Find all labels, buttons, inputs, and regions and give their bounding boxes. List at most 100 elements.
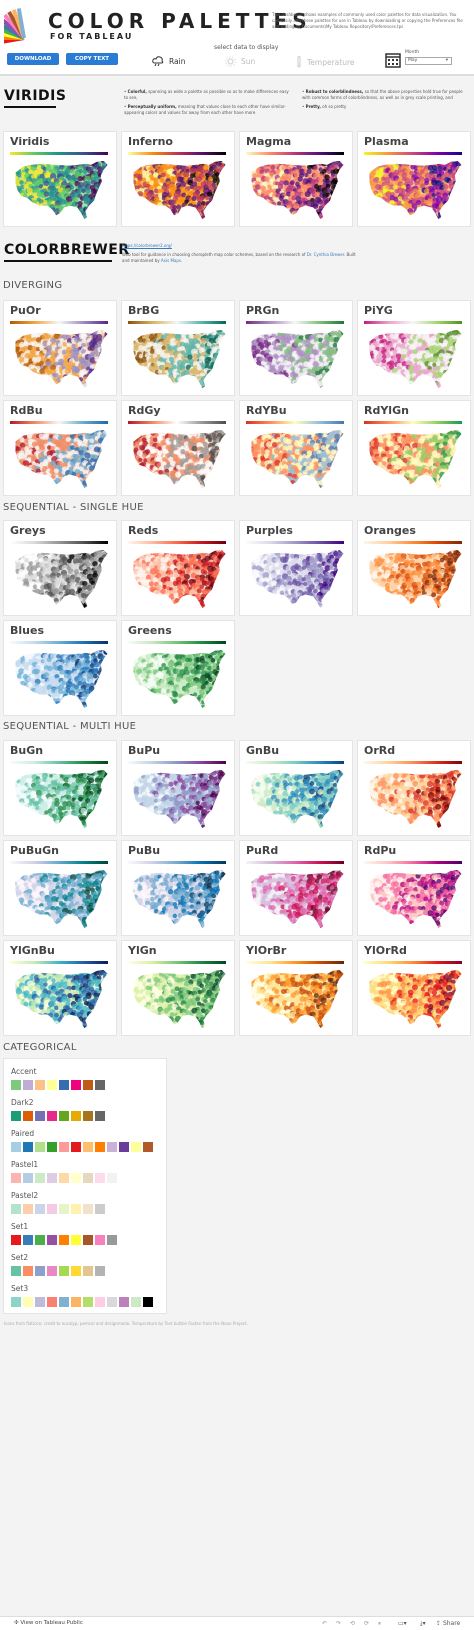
temperature-option[interactable]: Temperature — [296, 56, 355, 68]
month-dropdown[interactable]: May ▾ — [405, 57, 452, 65]
map-cell — [31, 160, 37, 165]
palette-card-plasma: Plasma — [357, 131, 471, 227]
map-cell — [102, 172, 108, 179]
map-cell — [103, 454, 108, 459]
map-cell — [444, 346, 449, 351]
map-cell — [423, 376, 430, 383]
map-cell — [420, 169, 426, 175]
map-cell — [391, 209, 396, 215]
map-cell — [342, 429, 344, 434]
download-button[interactable]: DOWNLOAD — [7, 53, 59, 65]
map-cell — [314, 429, 321, 433]
map-cell — [449, 469, 455, 475]
map-cell — [441, 464, 446, 470]
map-cell — [133, 188, 136, 194]
map-cell — [133, 378, 135, 384]
colorbrewer-url-link[interactable]: https://colorbrewer2.org/ — [122, 243, 172, 248]
map-cell — [341, 438, 344, 444]
map-cell — [251, 474, 257, 480]
map-cell — [172, 429, 178, 432]
map-cell — [374, 469, 382, 477]
map-cell — [24, 429, 30, 434]
rain-option[interactable]: Rain — [152, 56, 185, 67]
map-cell — [401, 160, 408, 164]
map-cell — [451, 480, 457, 486]
map-cell — [382, 212, 387, 217]
map-cell — [456, 196, 462, 203]
map-cell — [388, 203, 395, 210]
map-cell — [98, 212, 104, 217]
map-cell — [100, 380, 107, 387]
map-cell — [392, 349, 399, 356]
map-cell — [454, 185, 461, 192]
sun-option[interactable]: Sun — [225, 56, 255, 67]
map-cell — [341, 201, 344, 207]
map-cell — [15, 194, 17, 199]
map-cell — [435, 429, 442, 432]
map-cell — [259, 364, 266, 372]
map-cell — [271, 216, 277, 220]
map-cell — [70, 380, 75, 385]
map-cell — [138, 199, 146, 206]
map-cell — [264, 472, 270, 478]
map-cell — [34, 160, 41, 163]
map-cell — [380, 366, 387, 373]
map-cell — [341, 386, 344, 389]
map-cell — [340, 175, 344, 182]
map-cell — [33, 372, 41, 379]
map-cell — [251, 433, 253, 440]
map-cell — [286, 385, 292, 389]
axis-maps-link[interactable]: Axis Maps — [160, 258, 182, 263]
map-cell — [385, 353, 391, 358]
map-cell — [340, 354, 344, 359]
map-cell — [439, 372, 445, 378]
map-cell — [223, 465, 226, 472]
map-cell — [307, 377, 313, 383]
map-cell — [149, 180, 155, 186]
map-cell — [104, 204, 108, 211]
map-cell — [143, 458, 148, 463]
map-cell — [267, 468, 273, 474]
map-cell — [85, 189, 91, 194]
map-cell — [276, 215, 283, 220]
map-cell — [212, 381, 218, 387]
map-cell — [413, 215, 419, 220]
map-cell — [334, 453, 341, 460]
map-cell — [415, 364, 422, 370]
map-cell — [105, 337, 108, 344]
map-cell — [46, 386, 52, 389]
map-cell — [58, 485, 65, 489]
map-cell — [97, 376, 104, 382]
map-cell — [133, 471, 141, 479]
map-cell — [101, 372, 106, 378]
map-cell — [332, 212, 338, 219]
map-cell — [460, 203, 462, 210]
map-cell — [251, 484, 254, 489]
map-cell — [183, 160, 189, 166]
map-cell — [263, 483, 269, 489]
map-cell — [62, 429, 68, 434]
map-cell — [71, 471, 77, 478]
map-cell — [369, 188, 372, 193]
map-cell — [406, 465, 411, 470]
map-cell — [133, 350, 136, 356]
map-cell — [338, 197, 344, 204]
map-cell — [100, 213, 106, 219]
map-cell — [444, 373, 449, 379]
map-cell — [382, 456, 389, 463]
map-cell — [251, 160, 255, 165]
map-cell — [92, 200, 99, 207]
map-cell — [432, 356, 439, 363]
map-cell — [405, 215, 412, 220]
cynthia-brewer-link[interactable]: Dr. Cynthia Brewer — [306, 252, 345, 257]
map-cell — [139, 484, 145, 489]
map-cell — [297, 472, 303, 478]
map-cell — [105, 350, 108, 356]
copy-text-button[interactable]: COPY TEXT — [66, 53, 118, 65]
map-cell — [382, 386, 388, 389]
map-cell — [432, 444, 438, 451]
map-cell — [156, 349, 162, 355]
map-cell — [75, 386, 81, 389]
map-cell — [271, 349, 277, 355]
map-cell — [341, 329, 344, 336]
